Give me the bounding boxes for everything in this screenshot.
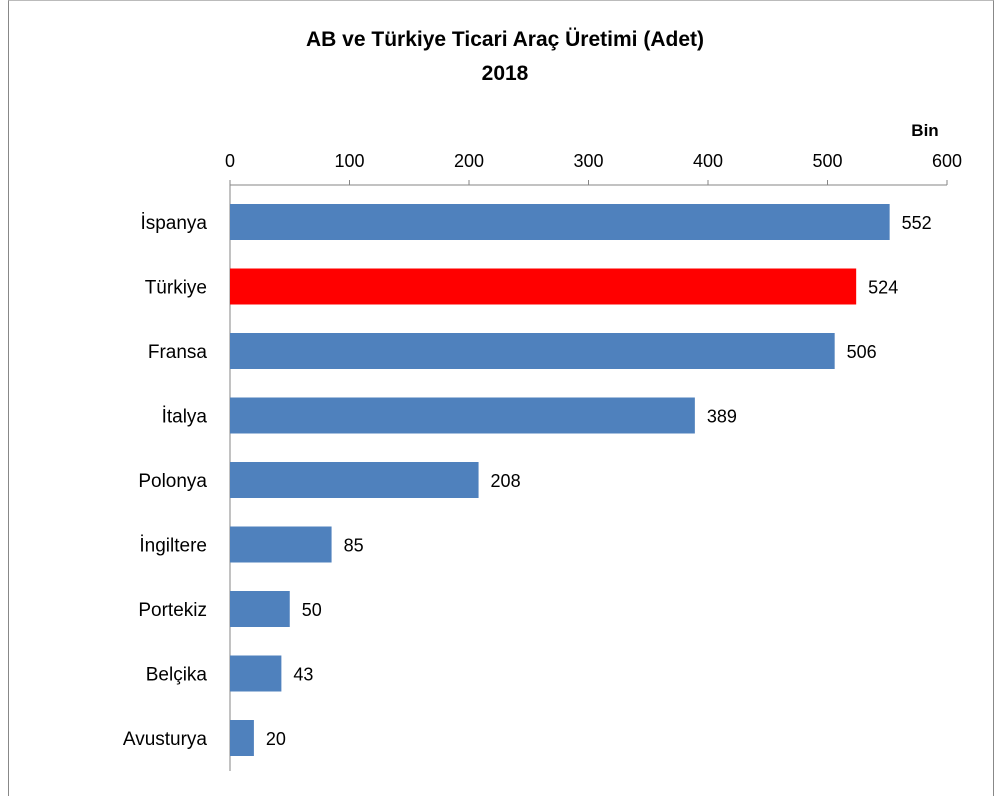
- data-label: 552: [902, 213, 932, 233]
- chart-frame: [8, 0, 994, 796]
- chart-subtitle: 2018: [482, 62, 529, 85]
- bar: [230, 591, 290, 627]
- category-label: İngiltere: [139, 536, 207, 557]
- bar: [230, 204, 890, 240]
- data-label: 208: [491, 471, 521, 491]
- data-label: 85: [344, 536, 364, 556]
- bar: [230, 462, 479, 498]
- data-label: 389: [707, 407, 737, 427]
- category-label: Belçika: [146, 665, 208, 686]
- x-tick-label: 300: [573, 151, 603, 171]
- category-label: Türkiye: [145, 278, 207, 299]
- bar-series: İspanya 552 Türkiye 524 Fransa 506 İtalya 389 Po…: [123, 204, 932, 756]
- value-axis: 0 100 200 300 400 500 600: [225, 151, 962, 771]
- category-label: Avusturya: [123, 729, 208, 750]
- data-label: 524: [868, 278, 898, 298]
- bar: [230, 655, 282, 692]
- x-tick-label: 400: [693, 151, 723, 171]
- data-label: 20: [266, 729, 286, 749]
- x-tick-label: 200: [454, 151, 484, 171]
- unit-label: Bin: [911, 121, 938, 140]
- data-label: 50: [302, 600, 322, 620]
- category-label: Polonya: [138, 471, 207, 492]
- data-label: 506: [847, 342, 877, 362]
- x-tick-label: 600: [932, 151, 962, 171]
- bar: [230, 268, 857, 305]
- category-label: İtalya: [162, 407, 208, 428]
- data-label: 43: [293, 665, 313, 685]
- category-label: İspanya: [140, 213, 207, 234]
- bar: [230, 333, 835, 369]
- x-tick-label: 0: [225, 151, 235, 171]
- bar: [230, 526, 332, 563]
- bar: [230, 397, 695, 434]
- x-tick-label: 500: [812, 151, 842, 171]
- x-tick-label: 100: [334, 151, 364, 171]
- category-label: Portekiz: [138, 600, 207, 621]
- category-label: Fransa: [148, 342, 208, 363]
- chart-title: AB ve Türkiye Ticari Araç Üretimi (Adet): [306, 28, 704, 51]
- bar: [230, 720, 254, 756]
